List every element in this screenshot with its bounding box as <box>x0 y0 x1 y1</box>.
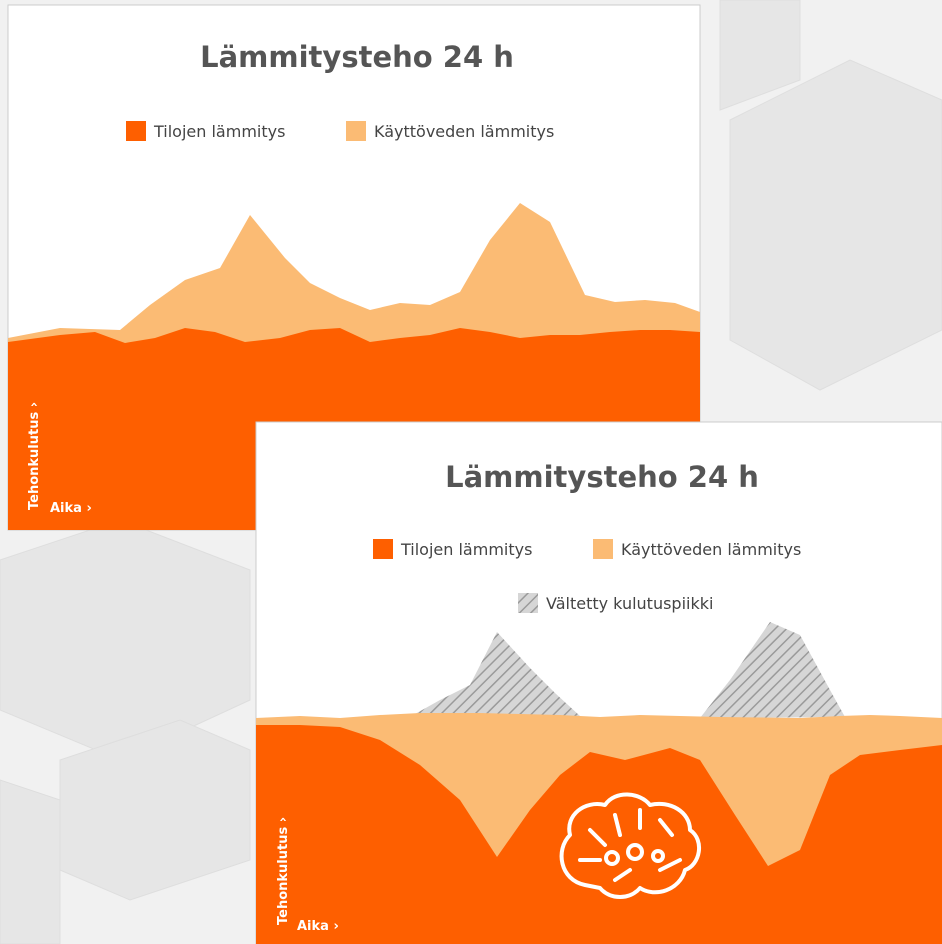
legend-swatch <box>593 539 613 559</box>
legend-label: Käyttöveden lämmitys <box>621 540 801 559</box>
legend-swatch <box>373 539 393 559</box>
legend-swatch <box>518 593 538 613</box>
legend-label: Vältetty kulutuspiikki <box>546 594 713 613</box>
panel-after: Lämmitysteho 24 h Tilojen lämmitys Käytt… <box>256 422 942 944</box>
chart-title: Lämmitysteho 24 h <box>200 40 514 74</box>
legend-swatch <box>126 121 146 141</box>
chart-title: Lämmitysteho 24 h <box>445 460 759 494</box>
legend-label: Käyttöveden lämmitys <box>374 122 554 141</box>
legend-label: Tilojen lämmitys <box>400 540 532 559</box>
page: Lämmitysteho 24 h Tilojen lämmitys Käytt… <box>0 0 942 944</box>
legend-swatch <box>346 121 366 141</box>
y-axis-label: Tehonkulutus › <box>27 402 42 510</box>
x-axis-label: Aika › <box>50 501 92 516</box>
x-axis-label: Aika › <box>297 919 339 934</box>
y-axis-label: Tehonkulutus › <box>276 817 291 925</box>
legend-label: Tilojen lämmitys <box>153 122 285 141</box>
infographic: Lämmitysteho 24 h Tilojen lämmitys Käytt… <box>0 0 942 944</box>
